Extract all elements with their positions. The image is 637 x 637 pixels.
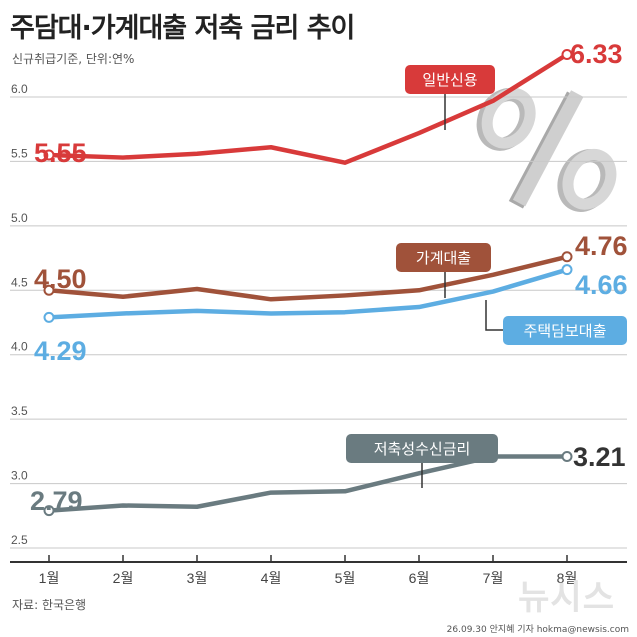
last-value-label: 4.66: [575, 270, 628, 300]
y-tick-label: 2.5: [11, 533, 28, 547]
legend-tag-label: 가계대출: [416, 249, 471, 267]
legend-tag-box: [503, 316, 627, 345]
credit-line: 26.09.30 안지혜 기자 hokma@newsis.com: [446, 625, 629, 635]
legend-leader-line: [485, 300, 503, 331]
y-tick-label: 5.5: [11, 146, 28, 160]
series-endpoint: [561, 251, 573, 263]
series-endpoint: [43, 149, 55, 161]
y-axis: 6.0 5.5 5.0 4.5 4.0 3.5 3.0 2.5: [11, 82, 28, 547]
series-endpoint: [561, 264, 573, 276]
x-tick-label: 4월: [261, 570, 282, 586]
series-endpoint: [43, 311, 55, 323]
legend-tag-label: 일반신용: [422, 71, 477, 89]
x-tick-label: 6월: [409, 570, 430, 586]
x-tick-label: 5월: [335, 570, 356, 586]
series-endpoint: [43, 284, 55, 296]
y-tick-label: 4.5: [11, 275, 28, 289]
grid: [10, 96, 627, 549]
data-labels: 5.55 6.33 4.50 4.76 4.29 4.66 2.79 3.21: [30, 39, 628, 516]
y-tick-label: 4.0: [11, 340, 28, 354]
last-value-label: 6.33: [570, 39, 623, 69]
x-tick-label: 1월: [39, 570, 60, 586]
series-endpoint: [561, 48, 573, 60]
legend-tag-label: 주택담보대출: [524, 322, 607, 340]
y-tick-label: 3.0: [11, 469, 28, 483]
legend-tag-box: [346, 434, 498, 463]
series-line: [48, 52, 569, 165]
x-axis: 1월 2월 3월 4월 5월 6월 7월 8월: [10, 555, 627, 586]
first-value-label: 4.29: [34, 336, 87, 366]
first-value-label: 2.79: [30, 486, 83, 516]
x-tick-label: 7월: [483, 570, 504, 586]
legend-tag-box: [405, 65, 495, 94]
y-tick-label: 5.0: [11, 211, 28, 225]
first-value-label: 4.50: [34, 264, 87, 294]
legend-tag-label: 저축성수신금리: [374, 440, 471, 458]
x-tick-label: 8월: [557, 570, 578, 586]
watermark-logo: 뉴시스: [518, 578, 615, 618]
page-title: 주담대·가계대출 저축 금리 추이: [10, 13, 355, 44]
y-tick-label: 6.0: [11, 82, 28, 96]
series-line: [48, 254, 568, 302]
y-tick-label: 3.5: [11, 404, 28, 418]
series-line: [48, 267, 568, 320]
series-endpoint: [43, 505, 55, 517]
chart-subtitle: 신규취급기준, 단위:연%: [12, 52, 135, 66]
x-tick-label: 3월: [187, 570, 208, 586]
last-value-label: 4.76: [575, 231, 628, 261]
x-tick-label: 2월: [113, 570, 134, 586]
source-note: 자료: 한국은행: [12, 598, 87, 612]
first-value-label: 5.55: [34, 138, 87, 168]
last-value-label: 3.21: [573, 442, 626, 472]
legend-tag-box: [396, 243, 491, 272]
series-endpoint: [561, 451, 573, 463]
